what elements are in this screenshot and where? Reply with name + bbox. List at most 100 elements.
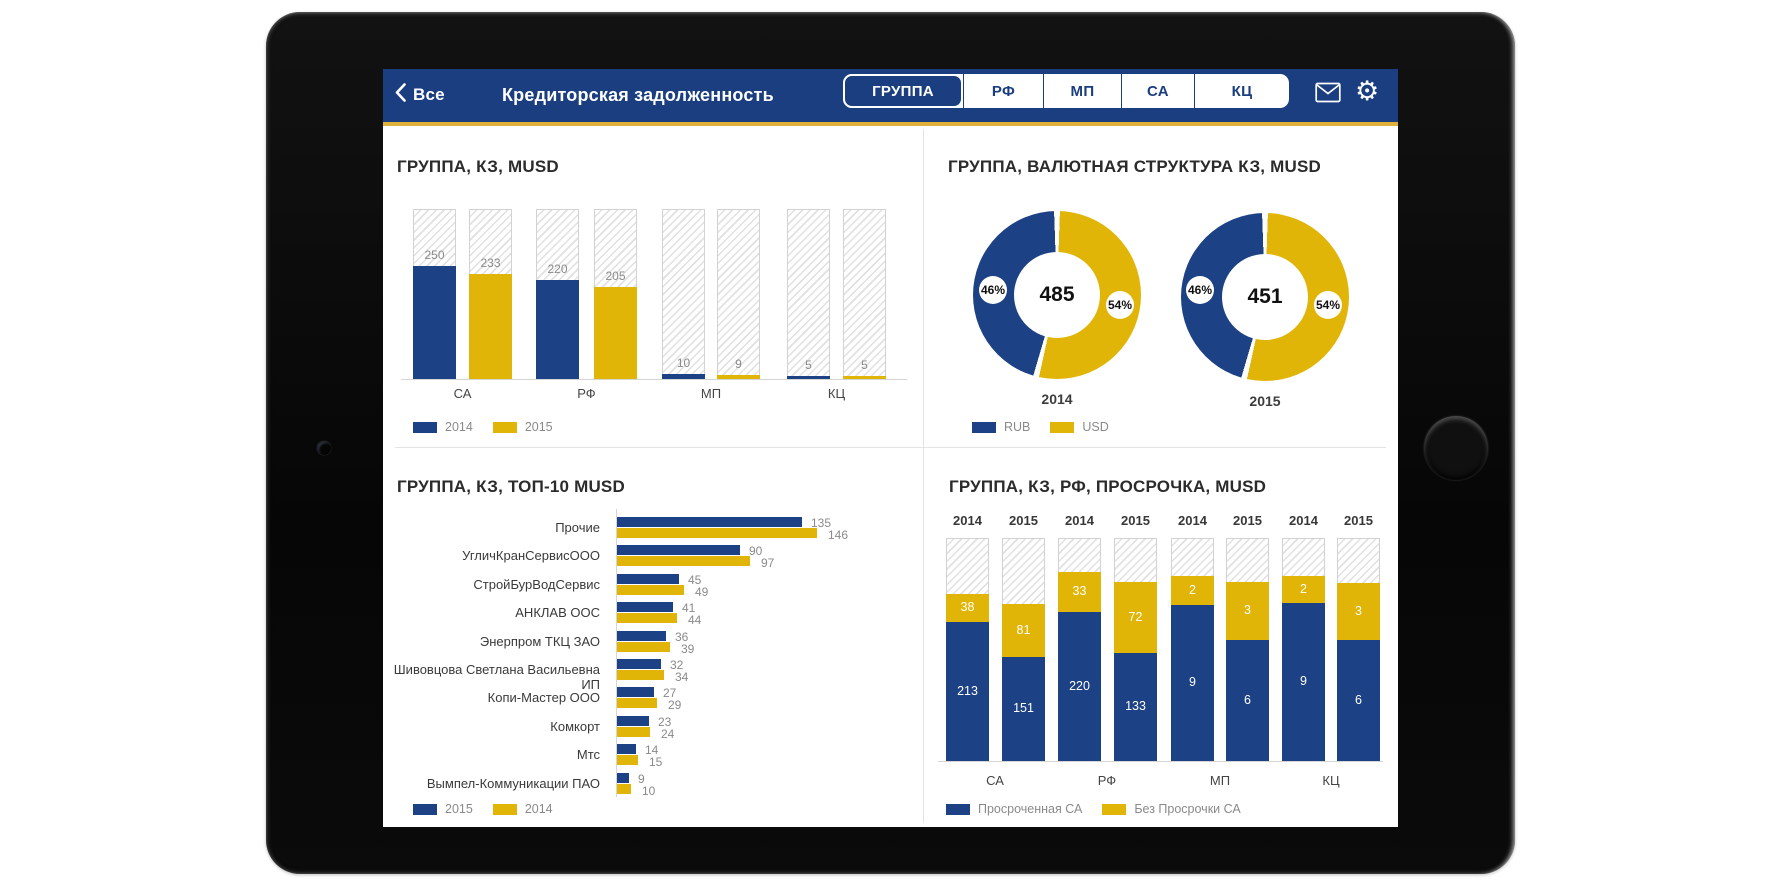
year-label: 2015 bbox=[1121, 513, 1150, 528]
hbar-2014-Шивовцова Светлана Васильевна ИП[interactable] bbox=[617, 670, 664, 680]
row-label: АНКЛАВ ООС bbox=[515, 605, 600, 621]
hbar-2014-Энерпром ТКЦ ЗАО[interactable] bbox=[617, 641, 670, 652]
hbar-2014-Мтс[interactable] bbox=[617, 755, 638, 766]
hbar-2014-Вымпел-Коммуникации ПАО[interactable] bbox=[617, 783, 631, 794]
stacked-blue-segment-КЦ-2014[interactable] bbox=[1282, 603, 1325, 761]
chart-title-kz-group: ГРУППА, КЗ, MUSD bbox=[397, 157, 559, 176]
legend-swatch bbox=[492, 421, 517, 433]
legend-label: 2015 bbox=[445, 802, 473, 816]
hbar-value-label: 24 bbox=[661, 726, 675, 741]
donut-year-label: 2014 bbox=[1041, 391, 1073, 407]
category-label: РФ bbox=[1097, 773, 1117, 788]
segment-value-label: 2 bbox=[1300, 581, 1307, 596]
hbar-2015-СтройБурВодСервис[interactable] bbox=[617, 573, 679, 584]
tab-СА[interactable]: СА bbox=[1121, 74, 1194, 108]
stacked-blue-segment-СА-2014[interactable] bbox=[946, 622, 989, 761]
bar-2015-РФ[interactable] bbox=[594, 287, 637, 379]
donut-total-value: 451 bbox=[1222, 254, 1308, 340]
hbar-2015-Вымпел-Коммуникации ПАО[interactable] bbox=[617, 772, 629, 783]
stacked-blue-segment-РФ-2014[interactable] bbox=[1058, 612, 1101, 761]
segment-value-label: 9 bbox=[1189, 675, 1196, 689]
hbar-value-label: 29 bbox=[668, 698, 682, 713]
stacked-yellow-segment-РФ-2014[interactable] bbox=[1058, 572, 1101, 612]
bar-value-label: 220 bbox=[547, 262, 568, 276]
hbar-2014-Копи-Мастер ООО[interactable] bbox=[617, 698, 657, 709]
hbar-value-label: 36 bbox=[675, 629, 689, 644]
legend-label: 2014 bbox=[524, 802, 553, 816]
stacked-blue-segment-РФ-2015[interactable] bbox=[1114, 653, 1157, 761]
bar-2015-СА[interactable] bbox=[469, 274, 512, 379]
row-label: Вымпел-Коммуникации ПАО bbox=[426, 775, 600, 791]
hbar-value-label: 45 bbox=[688, 572, 702, 587]
hbar-2014-СтройБурВодСервис[interactable] bbox=[617, 584, 684, 595]
bar-2015-МП[interactable] bbox=[717, 375, 760, 379]
category-label: КЦ bbox=[827, 386, 846, 401]
gear-icon: ⚙ bbox=[1355, 76, 1380, 107]
hbar-2014-УгличКранСервисООО[interactable] bbox=[617, 556, 750, 567]
tab-МП[interactable]: МП bbox=[1043, 74, 1121, 108]
row-label: Энерпром ТКЦ ЗАО bbox=[479, 633, 600, 649]
bar-2015-КЦ[interactable] bbox=[843, 376, 886, 379]
stacked-yellow-segment-РФ-2015[interactable] bbox=[1114, 582, 1157, 653]
hbar-2014-АНКЛАВ ООС[interactable] bbox=[617, 613, 677, 624]
settings-button[interactable]: ⚙ bbox=[1355, 76, 1379, 107]
tab-КЦ[interactable]: КЦ bbox=[1194, 74, 1289, 108]
category-label: СА bbox=[986, 773, 1004, 788]
app-screen: Все Кредиторская задолженность ГРУППА РФ М… bbox=[383, 69, 1398, 827]
stacked-yellow-segment-МП-2015[interactable] bbox=[1226, 582, 1269, 640]
hbar-2015-Прочие[interactable] bbox=[617, 517, 802, 527]
header-gold-underline bbox=[383, 122, 1398, 126]
legend-swatch bbox=[1050, 421, 1075, 433]
year-label: 2015 bbox=[1344, 513, 1373, 528]
stacked-yellow-segment-СА-2015[interactable] bbox=[1002, 604, 1045, 657]
donut-percent-badge-usd: 54% bbox=[1314, 291, 1342, 319]
bar-2014-МП[interactable] bbox=[662, 374, 705, 379]
hbar-value-label: 39 bbox=[681, 641, 695, 656]
stacked-yellow-segment-СА-2014[interactable] bbox=[946, 594, 989, 622]
hbar-2015-Энерпром ТКЦ ЗАО[interactable] bbox=[617, 630, 666, 641]
chart-legend: RUB USD bbox=[972, 420, 1109, 434]
segment-value-label: 3 bbox=[1355, 603, 1362, 618]
y-axis-line bbox=[616, 509, 617, 797]
donut-2015[interactable]: 451 46% 54% bbox=[1181, 213, 1349, 381]
segment-value-label: 133 bbox=[1125, 699, 1146, 713]
stacked-blue-segment-МП-2014[interactable] bbox=[1171, 605, 1214, 761]
stacked-blue-segment-СА-2015[interactable] bbox=[1002, 657, 1045, 761]
tab-ГРУППА[interactable]: ГРУППА bbox=[843, 74, 963, 108]
hbar-2014-Комкорт[interactable] bbox=[617, 726, 650, 737]
bar-2014-КЦ[interactable] bbox=[787, 376, 830, 379]
stacked-blue-segment-КЦ-2015[interactable] bbox=[1337, 640, 1380, 761]
hbar-value-label: 44 bbox=[688, 613, 702, 628]
hbar-2015-УгличКранСервисООО[interactable] bbox=[617, 545, 740, 556]
mail-button[interactable] bbox=[1315, 82, 1341, 108]
legend-label: 2015 bbox=[524, 420, 553, 434]
stacked-yellow-segment-МП-2014[interactable] bbox=[1171, 576, 1214, 605]
home-button[interactable] bbox=[1424, 416, 1488, 480]
legend-swatch bbox=[492, 803, 517, 815]
back-button[interactable]: Все bbox=[395, 83, 445, 107]
hbar-2015-Шивовцова Светлана Васильевна ИП[interactable] bbox=[617, 659, 661, 669]
back-button-label: Все bbox=[413, 85, 445, 104]
hbar-value-label: 27 bbox=[663, 686, 677, 701]
legend-item: 2014 bbox=[413, 420, 473, 434]
hbar-2015-Копи-Мастер ООО[interactable] bbox=[617, 687, 654, 698]
hbar-2015-АНКЛАВ ООС[interactable] bbox=[617, 602, 673, 613]
legend-swatch bbox=[413, 421, 437, 433]
bar-2014-РФ[interactable] bbox=[536, 280, 579, 379]
row-label: Шивовцова Светлана Васильевна ИП bbox=[393, 662, 600, 692]
category-label: КЦ bbox=[1322, 773, 1340, 788]
hbar-2014-Прочие[interactable] bbox=[617, 528, 817, 538]
stacked-yellow-segment-КЦ-2015[interactable] bbox=[1337, 583, 1380, 640]
hbar-2015-Мтс[interactable] bbox=[617, 744, 636, 755]
hbar-value-label: 97 bbox=[761, 556, 775, 571]
tab-РФ[interactable]: РФ bbox=[963, 74, 1043, 108]
year-label: 2014 bbox=[953, 513, 982, 528]
hbar-value-label: 146 bbox=[828, 528, 849, 542]
legend-swatch bbox=[1102, 803, 1127, 815]
hbar-value-label: 23 bbox=[658, 714, 672, 729]
hbar-2015-Комкорт[interactable] bbox=[617, 715, 649, 726]
stacked-blue-segment-МП-2015[interactable] bbox=[1226, 640, 1269, 761]
bar-2014-СА[interactable] bbox=[413, 266, 456, 379]
stacked-yellow-segment-КЦ-2014[interactable] bbox=[1282, 576, 1325, 603]
donut-2014[interactable]: 485 46% 54% bbox=[973, 211, 1141, 379]
